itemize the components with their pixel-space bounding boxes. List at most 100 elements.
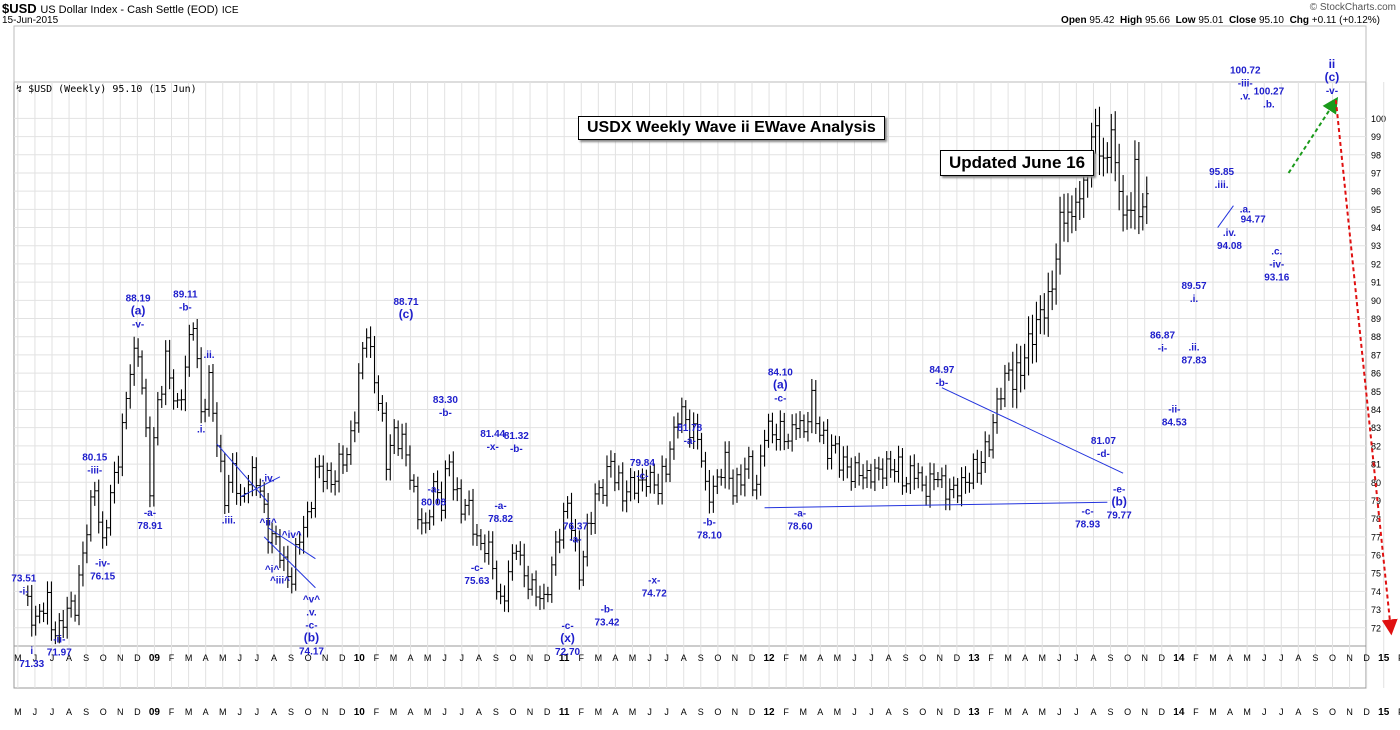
x-tick-label: 11	[559, 653, 570, 664]
x-tick-label-bottom: J	[238, 707, 243, 717]
x-tick-label: D	[544, 653, 551, 663]
wave-label: 81.78	[677, 423, 702, 434]
x-tick-label: O	[100, 653, 107, 663]
wave-label: 88.71	[394, 297, 419, 308]
x-tick-label: O	[1329, 653, 1336, 663]
x-tick-label: M	[799, 653, 807, 663]
x-tick-label: A	[1295, 653, 1301, 663]
x-tick-label: A	[1022, 653, 1028, 663]
y-tick-label: 81	[1371, 460, 1381, 470]
wave-label: -b-	[703, 517, 716, 528]
x-tick-label: M	[424, 653, 432, 663]
x-tick-label-bottom: F	[1193, 707, 1199, 717]
wave-label: 88.19	[126, 293, 151, 304]
wave-label: 100.27	[1254, 86, 1285, 97]
x-tick-label-bottom: O	[1329, 707, 1336, 717]
y-tick-label: 72	[1371, 623, 1381, 633]
x-tick-label: J	[1279, 653, 1284, 663]
wave-label: .i.	[197, 425, 206, 436]
y-tick-label: 88	[1371, 332, 1381, 342]
y-tick-label: 77	[1371, 532, 1381, 542]
y-tick-label: 95	[1371, 205, 1381, 215]
x-tick-label: F	[579, 653, 585, 663]
x-tick-label-bottom: O	[509, 707, 516, 717]
wave-label: -c-	[561, 621, 573, 632]
y-tick-label: 96	[1371, 187, 1381, 197]
y-tick-label: 90	[1371, 296, 1381, 306]
wave-label: .v.	[1240, 91, 1251, 102]
x-tick-label: D	[1159, 653, 1166, 663]
x-tick-label-bottom: 14	[1173, 707, 1185, 718]
x-tick-label: D	[1363, 653, 1370, 663]
x-tick-label-bottom: F	[579, 707, 585, 717]
x-tick-label-bottom: J	[1279, 707, 1284, 717]
x-tick-label: O	[509, 653, 516, 663]
wave-label: ^ii^	[260, 517, 277, 528]
x-tick-label: O	[1124, 653, 1131, 663]
x-tick-label-bottom: J	[460, 707, 465, 717]
x-tick-label-bottom: S	[903, 707, 909, 717]
x-tick-label-bottom: O	[305, 707, 312, 717]
x-tick-label: F	[1398, 653, 1400, 663]
x-tick-label-bottom: O	[100, 707, 107, 717]
x-tick-label: F	[1193, 653, 1199, 663]
stockcharts-credit[interactable]: © StockCharts.com	[1309, 2, 1396, 13]
x-tick-label: J	[238, 653, 243, 663]
symbol-text: $USD	[2, 1, 37, 16]
wave-label: 72.70	[555, 647, 580, 658]
x-tick-label: 14	[1173, 653, 1185, 664]
trend-line	[941, 387, 1124, 474]
wave-label: 75.63	[464, 576, 489, 587]
x-tick-label-bottom: A	[886, 707, 892, 717]
x-tick-label-bottom: N	[1346, 707, 1353, 717]
wave-label: 73.51	[11, 573, 36, 584]
x-tick-label: 12	[764, 653, 776, 664]
wave-label: -iv-	[95, 558, 110, 569]
wave-label: 86.87	[1150, 330, 1175, 341]
wave-label: -b-	[179, 303, 192, 314]
y-tick-label: 83	[1371, 423, 1381, 433]
x-tick-label: N	[732, 653, 739, 663]
wave-label: -b-	[935, 378, 948, 389]
x-tick-label-bottom: A	[408, 707, 414, 717]
x-tick-label: O	[714, 653, 721, 663]
y-tick-label: 94	[1371, 223, 1381, 233]
x-tick-label-bottom: M	[390, 707, 398, 717]
high-label: High	[1119, 15, 1143, 26]
x-tick-label-bottom: M	[595, 707, 603, 717]
wave-label: .ii.	[1188, 343, 1199, 354]
wave-label: 84.53	[1162, 418, 1187, 429]
wave-label: 94.08	[1217, 241, 1242, 252]
y-tick-label: 82	[1371, 441, 1381, 451]
wave-label: ^i^	[265, 565, 280, 576]
x-tick-label: S	[903, 653, 909, 663]
trend-line	[1217, 205, 1234, 228]
wave-label: -c-	[1082, 506, 1094, 517]
wave-label: 89.57	[1182, 281, 1207, 292]
x-tick-label: J	[664, 653, 669, 663]
x-tick-label: N	[1346, 653, 1353, 663]
x-tick-label-bottom: J	[647, 707, 652, 717]
price-bars	[25, 106, 1149, 645]
x-tick-label-bottom: M	[1039, 707, 1047, 717]
x-tick-label: M	[185, 653, 193, 663]
x-tick-label-bottom: M	[799, 707, 807, 717]
wave-label: -ii-	[53, 634, 65, 645]
x-tick-label: D	[749, 653, 756, 663]
x-tick-label: M	[834, 653, 842, 663]
x-tick-label: S	[1108, 653, 1114, 663]
x-tick-label: A	[1090, 653, 1096, 663]
ohlc-readout: Open 95.42 High 95.66 Low 95.01 Close 95…	[1061, 15, 1380, 26]
x-tick-label: J	[460, 653, 465, 663]
x-tick-label-bottom: M	[629, 707, 637, 717]
wave-label: .a.	[1240, 204, 1251, 215]
x-tick-label: A	[66, 653, 72, 663]
wave-label: -iii-	[1238, 78, 1253, 89]
wave-label: -d-	[1097, 449, 1110, 460]
x-tick-label-bottom: S	[493, 707, 499, 717]
x-tick-label-bottom: J	[664, 707, 669, 717]
x-tick-label-bottom: A	[271, 707, 277, 717]
wave-label: 79.84	[630, 458, 655, 469]
wave-label: -a-	[684, 436, 696, 447]
y-tick-label: 97	[1371, 168, 1381, 178]
